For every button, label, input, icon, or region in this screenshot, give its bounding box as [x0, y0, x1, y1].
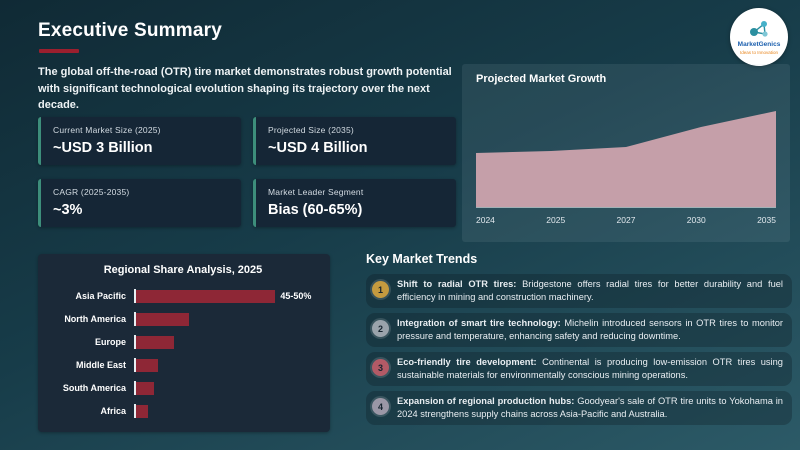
stat-value: Bias (60-65%) — [268, 202, 363, 218]
intro-text: The global off-the-road (OTR) tire marke… — [38, 66, 452, 111]
bar-row: Europe — [48, 335, 318, 349]
bar-value-annotation: 45-50% — [280, 291, 312, 301]
stat-label: Market Leader Segment — [268, 187, 364, 197]
x-axis-label: 2027 — [616, 215, 636, 225]
bar-row: South America — [48, 381, 318, 395]
bar-category-label: Asia Pacific — [75, 291, 126, 301]
trend-text: Shift to radial OTR tires: Bridgestone o… — [397, 279, 783, 302]
projected-market-growth-panel: Projected Market Growth 2024 2025 2027 2030… — [462, 64, 790, 242]
stat-card-cagr: CAGR (2025-2035) ~3% — [38, 179, 241, 227]
stat-card-projected-size: Projected Size (2035) ~USD 4 Billion — [253, 117, 456, 165]
bar-track: 45-50% — [134, 289, 318, 303]
bar — [136, 312, 189, 326]
bar-row: Africa — [48, 404, 318, 418]
page-title: Executive Summary — [38, 20, 222, 41]
bar-track — [134, 358, 318, 372]
trend-number-badge: 1 — [372, 281, 389, 298]
bar — [136, 335, 175, 349]
bar-category-label: South America — [62, 383, 126, 393]
bar — [136, 358, 159, 372]
stat-card-market-leader-segment: Market Leader Segment Bias (60-65%) — [253, 179, 456, 227]
key-market-trends: Key Market Trends 1 Shift to radial OTR … — [366, 252, 792, 430]
title-accent-bar — [39, 49, 79, 53]
stat-label: Projected Size (2035) — [268, 125, 354, 135]
area-chart-series — [476, 111, 776, 207]
stat-value: ~3% — [53, 202, 83, 218]
logo-molecule-icon — [750, 21, 768, 37]
stat-card-current-market-size: Current Market Size (2025) ~USD 3 Billio… — [38, 117, 241, 165]
trend-text: Eco-friendly tire development: Continent… — [397, 357, 783, 380]
logo: MarketGenics Ideas to Innovation — [730, 8, 788, 66]
trend-item-radial-tires: 1 Shift to radial OTR tires: Bridgestone… — [366, 274, 792, 309]
stat-label: Current Market Size (2025) — [53, 125, 161, 135]
x-axis-label: 2035 — [757, 215, 776, 225]
trend-text: Expansion of regional production hubs: G… — [397, 396, 783, 419]
bar-row: Asia Pacific 45-50% — [48, 289, 318, 303]
bar-chart: Asia Pacific 45-50% North America Europe Mid… — [48, 289, 318, 418]
trend-number-badge: 4 — [372, 398, 389, 416]
stat-label: CAGR (2025-2035) — [53, 187, 130, 197]
x-axis-labels: 2024 2025 2027 2030 2035 — [476, 215, 776, 225]
regional-chart-title: Regional Share Analysis, 2025 — [103, 264, 263, 276]
bar-row: Middle East — [48, 358, 318, 372]
bar-category-label: North America — [64, 314, 126, 324]
stat-value: ~USD 4 Billion — [268, 140, 368, 156]
x-axis-label: 2030 — [686, 215, 706, 225]
bar-category-label: Africa — [100, 406, 126, 416]
x-axis-label: 2024 — [476, 215, 495, 225]
bar — [136, 404, 148, 418]
trend-item-production-hubs: 4 Expansion of regional production hubs:… — [366, 391, 792, 426]
trends-title: Key Market Trends — [366, 252, 478, 266]
logo-tagline: Ideas to Innovation — [739, 49, 779, 55]
stat-value: ~USD 3 Billion — [53, 140, 153, 156]
trend-number-badge: 2 — [372, 320, 389, 338]
stat-card-grid: Current Market Size (2025) ~USD 3 Billio… — [38, 117, 456, 227]
bar-row: North America — [48, 312, 318, 326]
bar — [136, 381, 154, 395]
bar-category-label: Middle East — [75, 360, 126, 370]
bar-track — [134, 381, 318, 395]
trend-item-smart-tire-technology: 2 Integration of smart tire technology: … — [366, 313, 792, 348]
x-axis-label: 2025 — [546, 215, 566, 225]
area-chart — [476, 111, 776, 208]
regional-share-panel: Regional Share Analysis, 2025 Asia Pacif… — [38, 254, 330, 432]
trend-text: Integration of smart tire technology: Mi… — [397, 318, 783, 341]
bar — [136, 289, 276, 303]
bar-track — [134, 312, 318, 326]
bar-track — [134, 404, 318, 418]
trend-item-eco-friendly: 3 Eco-friendly tire development: Contine… — [366, 352, 792, 387]
bar-track — [134, 335, 318, 349]
trend-number-badge: 3 — [372, 359, 389, 377]
growth-chart-title: Projected Market Growth — [476, 73, 607, 85]
bar-category-label: Europe — [94, 337, 126, 347]
logo-name: MarketGenics — [737, 41, 781, 48]
